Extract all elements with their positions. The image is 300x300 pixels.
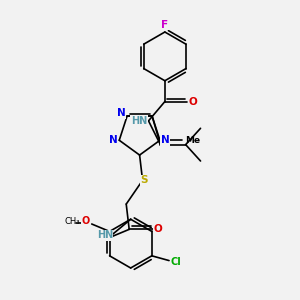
Text: N: N [109,135,118,145]
Text: S: S [140,175,148,185]
Text: HN: HN [131,116,147,126]
Text: F: F [161,20,168,30]
Text: N: N [117,108,125,118]
Text: Me: Me [185,136,200,145]
Text: O: O [188,97,197,106]
Text: HN: HN [97,230,113,240]
Text: O: O [82,216,90,226]
Text: N: N [161,135,170,145]
Text: Cl: Cl [170,257,181,267]
Text: O: O [154,224,163,234]
Text: CH₃: CH₃ [64,217,80,226]
